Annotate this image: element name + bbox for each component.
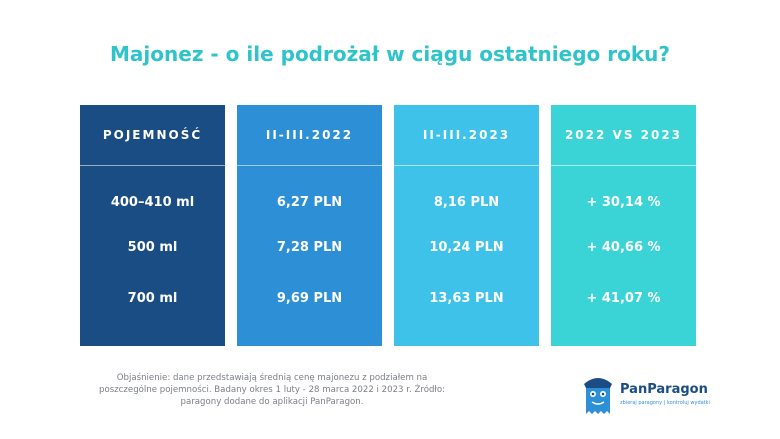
column-period-2023: II-III.2023 8,16 PLN 10,24 PLN 13,63 PLN (394, 105, 539, 346)
column-header: II-III.2022 (237, 105, 382, 166)
table-cell: 400–410 ml (110, 195, 195, 210)
table-cell: + 30,14 % (586, 195, 661, 210)
table-cell: 10,24 PLN (429, 240, 504, 255)
column-header: II-III.2023 (394, 105, 539, 166)
table-cell: 6,27 PLN (276, 195, 343, 210)
table-cell: 700 ml (127, 291, 178, 306)
column-capacity: POJEMNOŚĆ 400–410 ml 500 ml 700 ml (80, 105, 225, 346)
column-change: 2022 VS 2023 + 30,14 % + 40,66 % + 41,07 % (551, 105, 696, 346)
table-cell: 500 ml (127, 240, 178, 255)
column-header: POJEMNOŚĆ (80, 105, 225, 166)
table-cell: + 40,66 % (586, 240, 661, 255)
panparagon-mascot-icon (584, 378, 612, 414)
logo-name: PanParagon (620, 382, 708, 397)
chart-title: Majonez - o ile podrożał w ciągu ostatni… (110, 42, 670, 66)
table-cell: 8,16 PLN (433, 195, 500, 210)
logo-tagline: zbieraj paragony | kontroluj wydatki (620, 400, 710, 406)
table-cell: 13,63 PLN (429, 291, 504, 306)
table-cell: 9,69 PLN (276, 291, 343, 306)
explanation-note: Objaśnienie: dane przedstawiają średnią … (98, 373, 446, 407)
column-period-2022: II-III.2022 6,27 PLN 7,28 PLN 9,69 PLN (237, 105, 382, 346)
panparagon-logo: PanParagon zbieraj paragony | kontroluj … (580, 372, 710, 422)
column-header: 2022 VS 2023 (551, 105, 696, 166)
table-cell: + 41,07 % (586, 291, 661, 306)
table-cell: 7,28 PLN (276, 240, 343, 255)
